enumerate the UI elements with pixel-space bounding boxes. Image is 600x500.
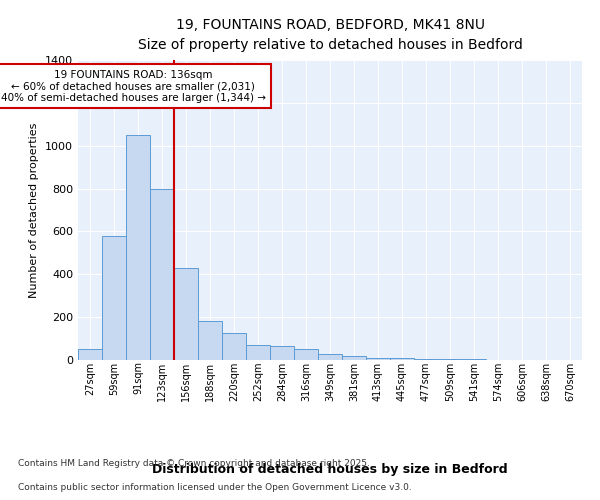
Bar — [318, 354, 342, 360]
X-axis label: Distribution of detached houses by size in Bedford: Distribution of detached houses by size … — [152, 464, 508, 476]
Bar — [198, 322, 222, 360]
Bar — [174, 268, 198, 360]
Bar — [390, 358, 414, 360]
Bar — [246, 345, 270, 360]
Bar — [438, 359, 462, 360]
Bar — [150, 188, 174, 360]
Title: 19, FOUNTAINS ROAD, BEDFORD, MK41 8NU
Size of property relative to detached hous: 19, FOUNTAINS ROAD, BEDFORD, MK41 8NU Si… — [137, 18, 523, 52]
Y-axis label: Number of detached properties: Number of detached properties — [29, 122, 40, 298]
Bar — [102, 236, 126, 360]
Bar — [366, 358, 390, 360]
Bar — [270, 346, 294, 360]
Bar — [222, 333, 246, 360]
Text: Contains HM Land Registry data © Crown copyright and database right 2025.: Contains HM Land Registry data © Crown c… — [18, 458, 370, 468]
Bar — [126, 135, 150, 360]
Bar — [342, 356, 366, 360]
Bar — [78, 350, 102, 360]
Text: Contains public sector information licensed under the Open Government Licence v3: Contains public sector information licen… — [18, 484, 412, 492]
Text: 19 FOUNTAINS ROAD: 136sqm
← 60% of detached houses are smaller (2,031)
40% of se: 19 FOUNTAINS ROAD: 136sqm ← 60% of detac… — [1, 70, 266, 103]
Bar — [414, 359, 438, 360]
Bar — [294, 350, 318, 360]
